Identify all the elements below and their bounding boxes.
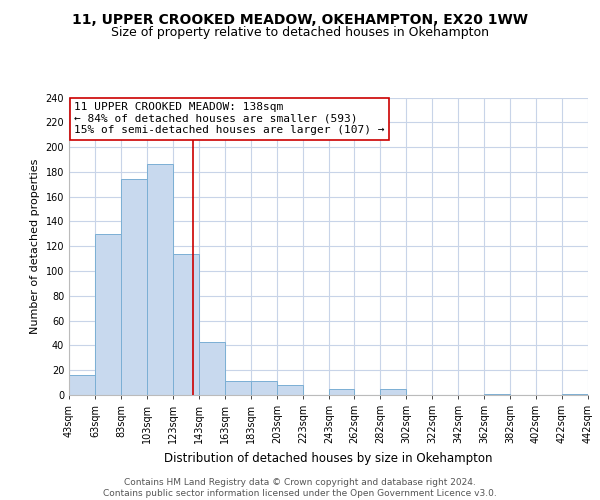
Bar: [173, 254, 199, 395]
Bar: [121, 180, 147, 395]
Bar: [329, 389, 354, 395]
Bar: [95, 234, 121, 395]
Y-axis label: Number of detached properties: Number of detached properties: [30, 158, 40, 334]
Text: 11, UPPER CROOKED MEADOW, OKEHAMPTON, EX20 1WW: 11, UPPER CROOKED MEADOW, OKEHAMPTON, EX…: [72, 12, 528, 26]
Bar: [251, 382, 277, 395]
Bar: [277, 385, 303, 395]
Bar: [562, 394, 588, 395]
Bar: [484, 394, 510, 395]
Bar: [380, 389, 406, 395]
Bar: [225, 382, 251, 395]
X-axis label: Distribution of detached houses by size in Okehampton: Distribution of detached houses by size …: [164, 452, 493, 464]
Bar: [199, 342, 225, 395]
Text: Contains HM Land Registry data © Crown copyright and database right 2024.
Contai: Contains HM Land Registry data © Crown c…: [103, 478, 497, 498]
Bar: [69, 375, 95, 395]
Text: 11 UPPER CROOKED MEADOW: 138sqm
← 84% of detached houses are smaller (593)
15% o: 11 UPPER CROOKED MEADOW: 138sqm ← 84% of…: [74, 102, 385, 135]
Text: Size of property relative to detached houses in Okehampton: Size of property relative to detached ho…: [111, 26, 489, 39]
Bar: [147, 164, 173, 395]
